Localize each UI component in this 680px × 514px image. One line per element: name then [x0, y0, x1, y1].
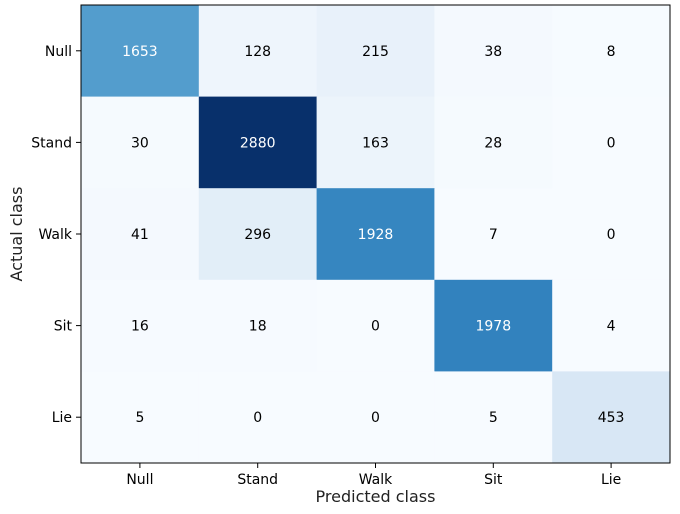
cell-value-label: 1928 [358, 227, 394, 243]
heatmap-cell-sit-lie [552, 279, 671, 372]
cell-value-label: 163 [362, 135, 389, 151]
cell-value-label: 16 [131, 319, 149, 335]
heatmap-cell-lie-walk [316, 371, 435, 464]
x-tick-label-lie: Lie [601, 472, 621, 488]
cell-value-label: 1978 [475, 319, 511, 335]
y-tick-label-stand: Stand [31, 135, 72, 151]
cell-value-label: 18 [249, 319, 267, 335]
y-tick-label-null: Null [45, 44, 72, 60]
heatmap-cell-walk-walk [316, 188, 435, 281]
cell-value-label: 5 [135, 410, 144, 426]
heatmap-cell-lie-null [81, 371, 200, 464]
heatmap-cell-walk-sit [434, 188, 553, 281]
heatmap-cell-sit-null [81, 279, 200, 372]
heatmap-cell-sit-stand [198, 279, 318, 372]
heatmap-cell-null-sit [434, 5, 553, 98]
cell-value-label: 0 [253, 410, 262, 426]
heatmap-cell-stand-lie [552, 96, 671, 189]
x-tick-label-stand: Stand [237, 472, 278, 488]
heatmap-cell-lie-sit [434, 371, 553, 464]
cell-value-label: 28 [484, 135, 502, 151]
heatmap-cell-walk-stand [198, 188, 318, 281]
x-tick-label-null: Null [126, 472, 153, 488]
cell-value-label: 5 [489, 410, 498, 426]
y-axis-label: Actual class [7, 187, 26, 282]
heatmap-cell-stand-walk [316, 96, 435, 189]
cell-value-label: 41 [131, 227, 149, 243]
cell-value-label: 215 [362, 44, 389, 60]
heatmap-cell-stand-stand [198, 96, 318, 189]
cell-value-label: 0 [607, 227, 616, 243]
cell-value-label: 30 [131, 135, 149, 151]
cell-value-label: 1653 [122, 44, 158, 60]
axis-ticks: Null Stand Walk Sit Lie Null Stand Walk Sit Lie [31, 44, 621, 488]
heatmap-cell-stand-null [81, 96, 200, 189]
cell-value-label: 38 [484, 44, 502, 60]
cell-value-label: 0 [371, 410, 380, 426]
y-tick-label-walk: Walk [38, 227, 72, 243]
x-tick-label-walk: Walk [359, 472, 393, 488]
heatmap-cells: 1653 128 215 38 8 30 2880 163 28 0 41 296 1928 7 0 16 18… [81, 5, 671, 464]
heatmap-cell-walk-null [81, 188, 200, 281]
heatmap-cell-sit-walk [316, 279, 435, 372]
cell-value-label: 296 [244, 227, 271, 243]
heatmap-cell-sit-sit [434, 279, 553, 372]
cell-value-label: 128 [244, 44, 271, 60]
cell-value-label: 0 [371, 319, 380, 335]
heatmap-cell-null-walk [316, 5, 435, 98]
heatmap-cell-lie-lie [552, 371, 671, 464]
heatmap-cell-stand-sit [434, 96, 553, 189]
cell-value-label: 2880 [240, 135, 276, 151]
heatmap-cell-null-lie [552, 5, 671, 98]
cell-value-label: 0 [607, 135, 616, 151]
y-tick-label-sit: Sit [54, 319, 73, 335]
heatmap-cell-lie-stand [198, 371, 318, 464]
x-tick-label-sit: Sit [484, 472, 503, 488]
heatmap-cell-null-null [81, 5, 200, 98]
y-tick-label-lie: Lie [52, 410, 72, 426]
cell-value-label: 4 [607, 319, 616, 335]
cell-value-label: 8 [607, 44, 616, 60]
heatmap-cell-walk-lie [552, 188, 671, 281]
heatmap-cell-null-stand [198, 5, 318, 98]
cell-value-label: 453 [598, 410, 625, 426]
x-axis-label: Predicted class [316, 487, 436, 506]
cell-value-label: 7 [489, 227, 498, 243]
